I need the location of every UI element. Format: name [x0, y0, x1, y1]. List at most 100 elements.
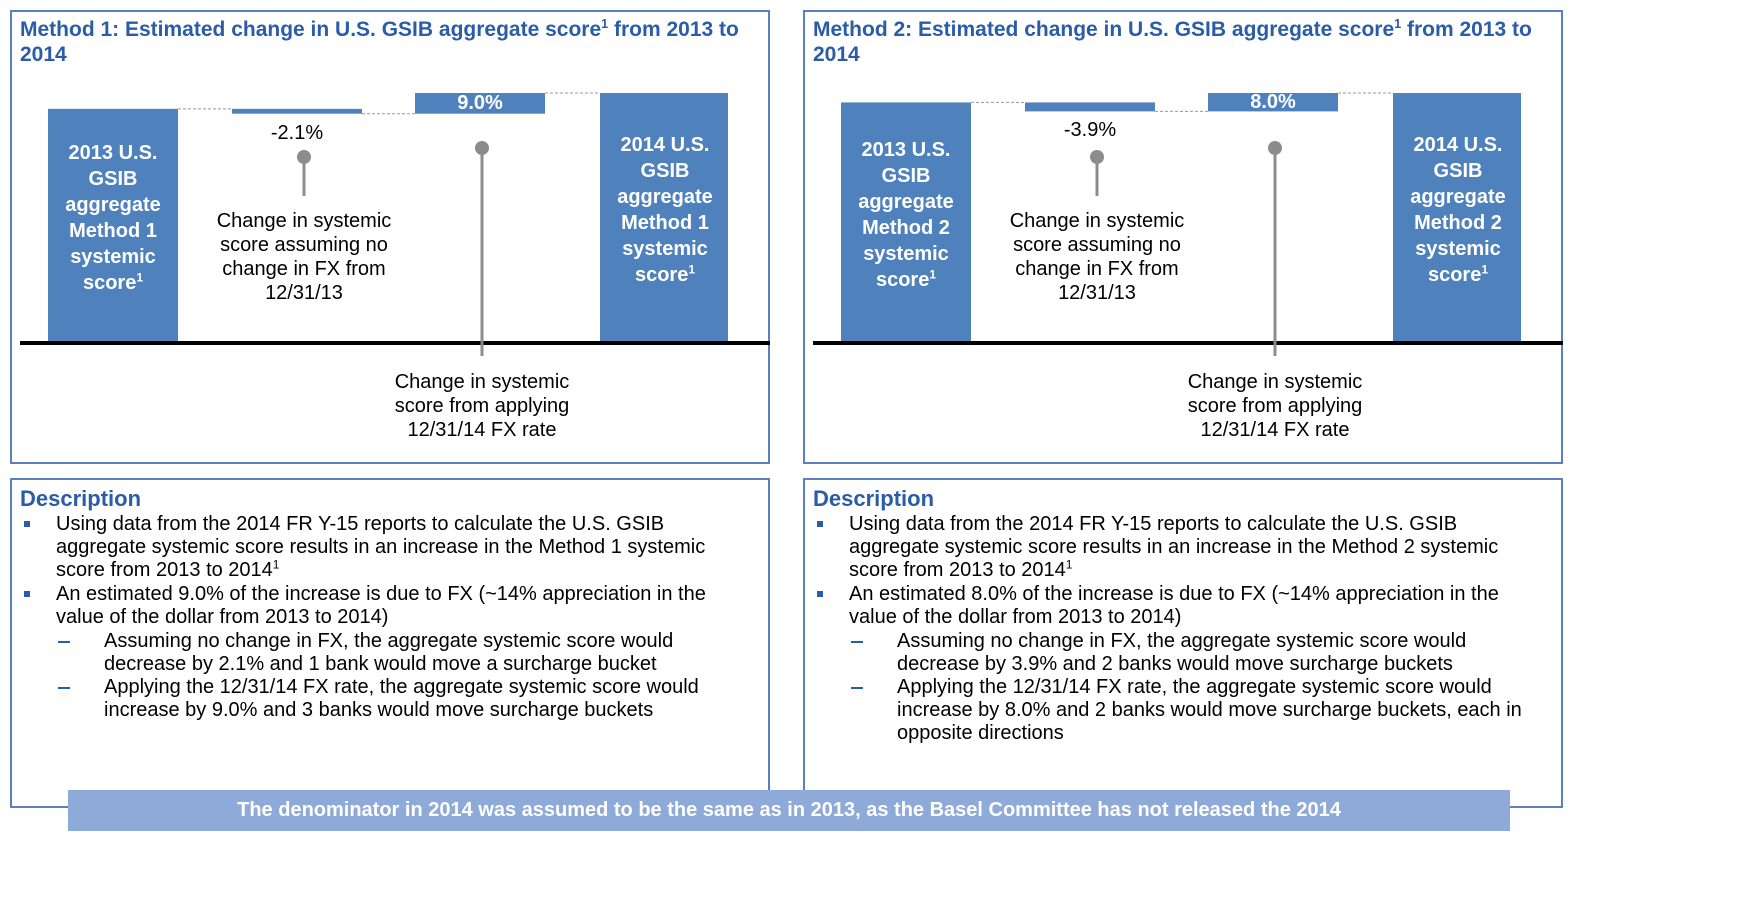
- bar-label-text: Method 1: [69, 219, 157, 242]
- annotation-line: 12/31/14 FX rate: [1200, 419, 1350, 441]
- description-heading: Description: [813, 486, 935, 511]
- bar-label-line: GSIB: [600, 158, 730, 184]
- bullet: An estimated 9.0% of the increase is due…: [20, 583, 755, 629]
- bullet-text: An estimated 9.0% of the increase is due…: [56, 583, 706, 628]
- bar-label-sup: 1: [688, 262, 696, 277]
- bar-label: 2014 U.S. GSIB aggregate Method 2 systemic sc…: [1393, 132, 1523, 288]
- bar-label-sup: 1: [1481, 262, 1489, 277]
- sub-bullet: Assuming no change in FX, the aggregate …: [20, 630, 755, 676]
- bar-label-text: 2013 U.S.: [861, 138, 951, 161]
- bar-label-text: GSIB: [1433, 160, 1483, 182]
- bar-label-line: aggregate: [1393, 184, 1523, 210]
- end-bar: [600, 93, 728, 343]
- bullet-text: Using data from the 2014 FR Y-15 reports…: [56, 513, 706, 581]
- pin-head: [297, 150, 311, 164]
- delta-bar: [232, 108, 362, 114]
- bar-label-text: aggregate: [617, 186, 713, 208]
- bullet: Using data from the 2014 FR Y-15 reports…: [20, 513, 755, 582]
- value-label: 9.0%: [457, 92, 503, 114]
- annotation-line: 12/31/14 FX rate: [407, 419, 557, 441]
- bar-label-line: Method 1: [48, 218, 178, 244]
- title-sup: 1: [601, 17, 609, 31]
- annotation: Change in systemic score from applying 12/…: [1145, 370, 1405, 442]
- sub-bullet: Applying the 12/31/14 FX rate, the aggre…: [813, 676, 1548, 745]
- bar-label-text: aggregate: [858, 190, 954, 213]
- annotation-line: score from applying: [394, 395, 570, 417]
- bar-label-text: aggregate: [65, 193, 161, 216]
- annotation-line: 12/31/13: [1058, 282, 1136, 304]
- start-bar: [841, 102, 971, 344]
- description: Description Using data from the 2014 FR Y…: [20, 487, 755, 722]
- pin-head: [1268, 141, 1282, 155]
- annotation-line: Change in systemic: [216, 210, 392, 232]
- bar-label-text: GSIB: [881, 164, 931, 187]
- bar-label-text: 2014 U.S.: [620, 134, 710, 156]
- bar-label-line: Method 2: [1393, 210, 1523, 236]
- delta-bar: [1025, 102, 1155, 112]
- title-text: Method 2: Estimated change in U.S. GSIB …: [813, 18, 1395, 41]
- pin-head: [475, 141, 489, 155]
- bar-label-text: systemic: [622, 238, 708, 260]
- bullet-sup: 1: [272, 557, 280, 572]
- bullet: An estimated 8.0% of the increase is due…: [813, 583, 1548, 629]
- bar-label-sup: 1: [929, 267, 937, 282]
- bar-label-line: systemic: [600, 236, 730, 262]
- bar-label-line: score1: [48, 270, 178, 296]
- bar-label-line: GSIB: [841, 163, 971, 189]
- bar-label-text: aggregate: [1410, 186, 1506, 208]
- bar-label-line: score1: [841, 267, 971, 293]
- annotation-line: 12/31/13: [265, 282, 343, 304]
- bullet-text: An estimated 8.0% of the increase is due…: [849, 583, 1499, 628]
- bar-label-line: score1: [600, 262, 730, 288]
- bullet: Using data from the 2014 FR Y-15 reports…: [813, 513, 1548, 582]
- bullet-text: Using data from the 2014 FR Y-15 reports…: [849, 513, 1499, 581]
- annotation-line: Change in systemic: [1009, 210, 1185, 232]
- bar-label-line: systemic: [1393, 236, 1523, 262]
- bar-label-text: GSIB: [88, 167, 138, 190]
- bar-label-text: Method 2: [862, 216, 950, 239]
- bar-label-text: score: [1427, 264, 1482, 286]
- annotation-line: score assuming no: [220, 234, 388, 256]
- annotation-line: Change in systemic: [1187, 371, 1363, 393]
- value-label: -2.1%: [270, 121, 324, 144]
- start-bar: [48, 108, 178, 344]
- bar-label-text: systemic: [1415, 238, 1501, 260]
- bar-label-line: GSIB: [48, 166, 178, 192]
- bar-label-text: GSIB: [640, 160, 690, 182]
- bar-label-text: score: [634, 264, 689, 286]
- bar-label-line: GSIB: [1393, 158, 1523, 184]
- footer-banner: The denominator in 2014 was assumed to b…: [68, 790, 1510, 831]
- bar-label-line: aggregate: [600, 184, 730, 210]
- bar-label: 2013 U.S. GSIB aggregate Method 2 systemic sc…: [841, 137, 971, 293]
- title-sup: 1: [1394, 17, 1402, 31]
- title-text: Method 1: Estimated change in U.S. GSIB …: [20, 18, 602, 41]
- title-text: from 2013 to 2014: [813, 18, 1532, 66]
- bar-label-line: aggregate: [841, 189, 971, 215]
- annotation: Change in systemic score from applying 12/…: [352, 370, 612, 442]
- description-panel: [10, 478, 770, 808]
- end-bar: [1393, 93, 1521, 343]
- bar-label-text: Method 1: [621, 212, 709, 234]
- description: Description Using data from the 2014 FR Y…: [813, 487, 1548, 745]
- bar-label-text: systemic: [70, 245, 156, 268]
- bar-label: 2013 U.S. GSIB aggregate Method 1 systemic sc…: [48, 140, 178, 296]
- bar-label-line: systemic: [841, 241, 971, 267]
- bar-label-text: 2013 U.S.: [68, 141, 158, 164]
- bar-label-sup: 1: [136, 270, 144, 285]
- annotation: Change in systemic score assuming no chang…: [174, 209, 434, 305]
- bar-label-text: 2014 U.S.: [1413, 134, 1503, 156]
- sub-bullet: Assuming no change in FX, the aggregate …: [813, 630, 1548, 676]
- bar-label-text: score: [82, 271, 137, 294]
- annotation-line: score assuming no: [1013, 234, 1181, 256]
- value-label: -3.9%: [1063, 119, 1117, 142]
- bar-label-line: 2013 U.S.: [841, 137, 971, 163]
- panel-title: Method 1: Estimated change in U.S. GSIB …: [20, 17, 760, 67]
- bar-label-text: score: [875, 268, 930, 291]
- bar-label-text: Method 2: [1414, 212, 1502, 234]
- bar-label-line: aggregate: [48, 192, 178, 218]
- pin-head: [1090, 150, 1104, 164]
- bullet-sup: 1: [1065, 557, 1073, 572]
- value-label: 8.0%: [1250, 91, 1296, 113]
